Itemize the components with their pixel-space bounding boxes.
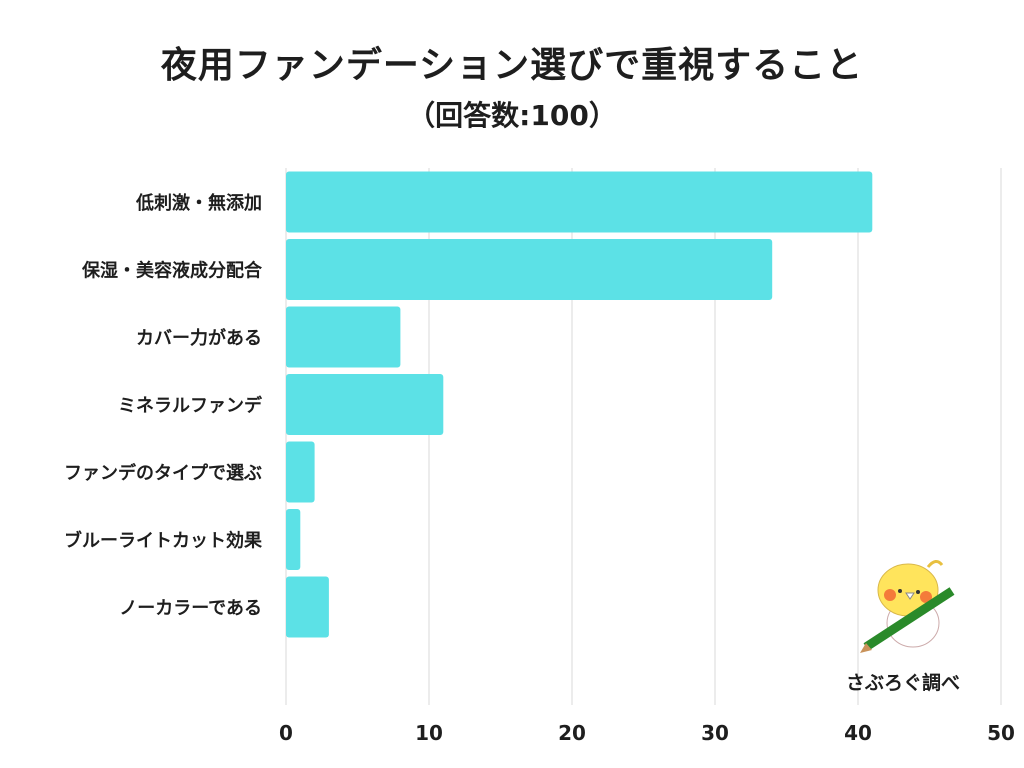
category-label: 保湿・美容液成分配合 xyxy=(81,260,263,282)
bar xyxy=(286,509,301,570)
category-label: ミネラルファンデ xyxy=(118,395,263,417)
x-tick-label: 0 xyxy=(279,721,293,745)
bar xyxy=(286,374,444,435)
category-label: 低刺激・無添加 xyxy=(135,192,262,214)
bar xyxy=(286,441,315,503)
category-label: ブルーライトカット効果 xyxy=(64,530,263,552)
cockatiel-mascot-logo xyxy=(860,560,955,653)
bar xyxy=(286,171,873,233)
chart-subtitle: （回答数:100） xyxy=(407,99,617,132)
category-label: カバー力がある xyxy=(136,327,262,349)
chart-title: 夜用ファンデーション選びで重視すること xyxy=(160,45,864,86)
x-tick-label: 50 xyxy=(987,721,1015,745)
x-tick-label: 40 xyxy=(844,721,872,745)
category-label: ノーカラーである xyxy=(119,598,262,619)
x-tick-label: 30 xyxy=(701,721,729,745)
x-tick-label: 10 xyxy=(415,721,443,745)
bar xyxy=(286,239,773,300)
x-tick-label: 20 xyxy=(558,721,586,745)
bar xyxy=(286,306,401,368)
category-label: ファンデのタイプで選ぶ xyxy=(64,462,262,484)
bar xyxy=(286,576,329,638)
credit-label: さぶろぐ調べ xyxy=(846,672,961,694)
